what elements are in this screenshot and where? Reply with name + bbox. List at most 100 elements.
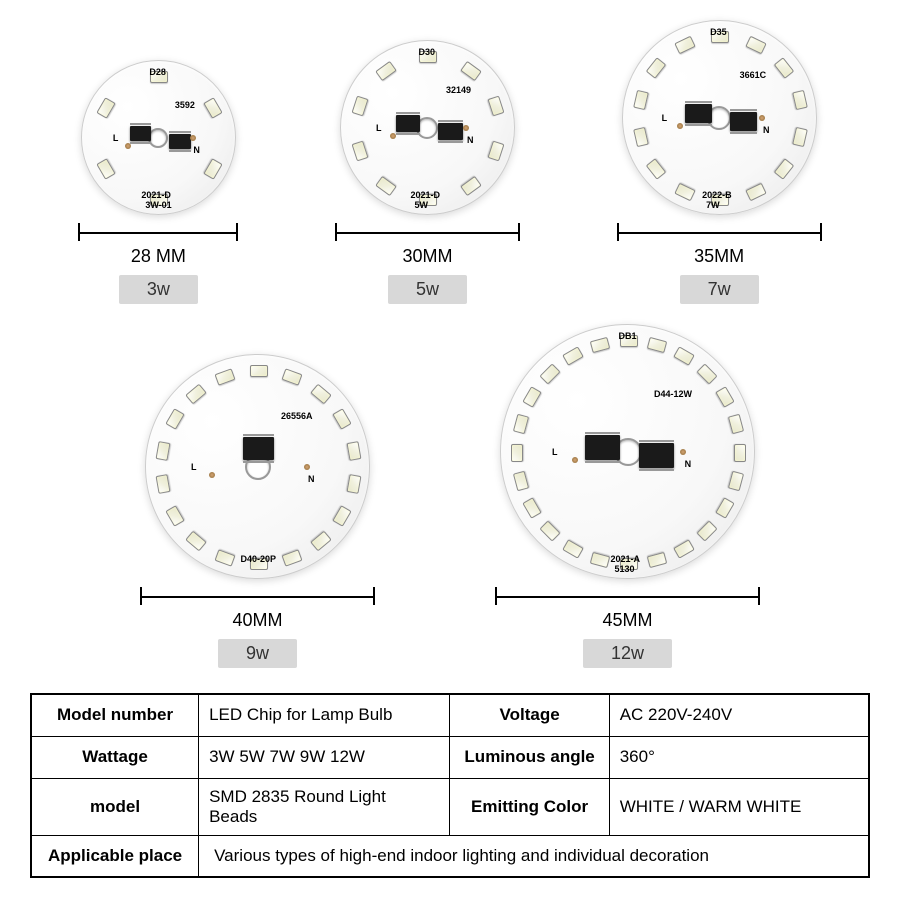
led-bead bbox=[281, 368, 302, 385]
pcb-silkscreen-text: L bbox=[552, 447, 558, 457]
solder-pad bbox=[390, 133, 396, 139]
pcb-silkscreen-text: 5130 bbox=[615, 564, 635, 574]
led-bead bbox=[715, 386, 734, 408]
dimension-bracket bbox=[78, 223, 238, 241]
pcb-silkscreen-text: 32149 bbox=[446, 85, 471, 95]
solder-pad bbox=[677, 123, 683, 129]
pcb-silkscreen-text: D28 bbox=[149, 67, 166, 77]
led-bead bbox=[774, 159, 795, 181]
solder-pad bbox=[759, 115, 765, 121]
spec-row-full: Applicable placeVarious types of high-en… bbox=[31, 835, 869, 877]
led-bead bbox=[697, 521, 718, 542]
led-bead bbox=[562, 346, 584, 365]
wattage-badge: 7w bbox=[680, 275, 759, 304]
pcb-silkscreen-text: 2022-B bbox=[702, 190, 732, 200]
pcb-silkscreen-text: N bbox=[308, 474, 315, 484]
pcb-silkscreen-text: D30 bbox=[418, 47, 435, 57]
led-bead bbox=[186, 531, 208, 552]
led-bead bbox=[203, 158, 222, 180]
dimension-label: 35MM bbox=[694, 246, 744, 267]
led-bead bbox=[332, 505, 351, 527]
led-bead bbox=[745, 36, 766, 55]
led-bead bbox=[96, 158, 115, 180]
led-bead bbox=[165, 505, 184, 527]
led-bead bbox=[646, 159, 667, 181]
led-bead bbox=[513, 413, 529, 433]
spec-value: LED Chip for Lamp Bulb bbox=[199, 694, 450, 736]
led-bead bbox=[460, 60, 482, 80]
dimension-bracket bbox=[617, 223, 822, 241]
chips-container: D2835922021-D3W-01LN28 MM3wD30321492021-… bbox=[30, 20, 870, 668]
pcb-silkscreen-text: 3592 bbox=[175, 100, 195, 110]
spec-row: modelSMD 2835 Round Light BeadsEmitting … bbox=[31, 778, 869, 835]
ic-chip bbox=[169, 134, 191, 150]
chip-pcb: D2835922021-D3W-01LN bbox=[81, 60, 236, 215]
chip-item-9w: 26556AD40-20PLN40MM9w bbox=[140, 354, 375, 668]
led-bead bbox=[186, 383, 208, 404]
wattage-badge: 3w bbox=[119, 275, 198, 304]
led-bead bbox=[522, 497, 541, 519]
solder-pad bbox=[463, 125, 469, 131]
led-bead bbox=[646, 57, 667, 79]
ic-chip bbox=[685, 104, 712, 124]
led-bead bbox=[633, 90, 649, 110]
ic-chip bbox=[396, 115, 421, 133]
led-bead bbox=[203, 97, 222, 119]
led-bead bbox=[376, 60, 398, 80]
pcb-silkscreen-text: 3661C bbox=[740, 70, 767, 80]
ic-chip bbox=[438, 123, 463, 141]
solder-pad bbox=[209, 472, 215, 478]
led-bead bbox=[96, 97, 115, 119]
spec-label: Applicable place bbox=[31, 835, 199, 877]
dimension-label: 28 MM bbox=[131, 246, 186, 267]
led-bead bbox=[792, 90, 808, 110]
pcb-silkscreen-text: 2021-A bbox=[611, 554, 641, 564]
chip-pcb: D353661C2022-B7WLN bbox=[622, 20, 817, 215]
led-bead bbox=[539, 521, 560, 542]
ic-chip bbox=[730, 112, 757, 132]
solder-pad bbox=[190, 135, 196, 141]
pcb-silkscreen-text: N bbox=[467, 135, 474, 145]
led-bead bbox=[488, 140, 505, 161]
pcb-silkscreen-text: 7W bbox=[706, 200, 720, 210]
wattage-badge: 5w bbox=[388, 275, 467, 304]
pcb-silkscreen-text: N bbox=[763, 125, 770, 135]
chip-item-7w: D353661C2022-B7WLN35MM7w bbox=[617, 20, 822, 304]
chip-row-2: 26556AD40-20PLN40MM9wDB1D44-12W2021-A513… bbox=[30, 324, 870, 668]
led-bead bbox=[674, 183, 695, 202]
wattage-badge: 9w bbox=[218, 639, 297, 668]
led-bead bbox=[562, 539, 584, 558]
pcb-silkscreen-text: N bbox=[685, 459, 692, 469]
spec-label: Voltage bbox=[450, 694, 609, 736]
chip-row-1: D2835922021-D3W-01LN28 MM3wD30321492021-… bbox=[30, 20, 870, 304]
solder-pad bbox=[680, 449, 686, 455]
led-bead bbox=[310, 531, 332, 552]
spec-value: WHITE / WARM WHITE bbox=[609, 778, 869, 835]
spec-value: SMD 2835 Round Light Beads bbox=[199, 778, 450, 835]
chip-item-3w: D2835922021-D3W-01LN28 MM3w bbox=[78, 60, 238, 304]
led-bead bbox=[250, 365, 268, 377]
solder-pad bbox=[125, 143, 131, 149]
spec-table: Model numberLED Chip for Lamp BulbVoltag… bbox=[30, 693, 870, 878]
led-bead bbox=[460, 176, 482, 196]
pcb-silkscreen-text: L bbox=[191, 462, 197, 472]
led-bead bbox=[589, 552, 609, 568]
led-bead bbox=[165, 408, 184, 430]
ic-chip bbox=[130, 126, 152, 142]
led-bead bbox=[352, 96, 369, 117]
dimension-label: 40MM bbox=[232, 610, 282, 631]
spec-value: Various types of high-end indoor lightin… bbox=[199, 835, 869, 877]
led-bead bbox=[281, 549, 302, 566]
pcb-silkscreen-text: D40-20P bbox=[241, 554, 277, 564]
chip-pcb: 26556AD40-20PLN bbox=[145, 354, 370, 579]
pcb-silkscreen-text: L bbox=[376, 123, 382, 133]
spec-row: Wattage3W 5W 7W 9W 12WLuminous angle360° bbox=[31, 736, 869, 778]
led-bead bbox=[715, 497, 734, 519]
led-bead bbox=[522, 386, 541, 408]
wattage-badge: 12w bbox=[583, 639, 672, 668]
dimension-bracket bbox=[335, 223, 520, 241]
pcb-silkscreen-text: D35 bbox=[710, 27, 727, 37]
led-bead bbox=[774, 57, 795, 79]
pcb-silkscreen-text: N bbox=[193, 145, 200, 155]
dimension-bracket bbox=[140, 587, 375, 605]
